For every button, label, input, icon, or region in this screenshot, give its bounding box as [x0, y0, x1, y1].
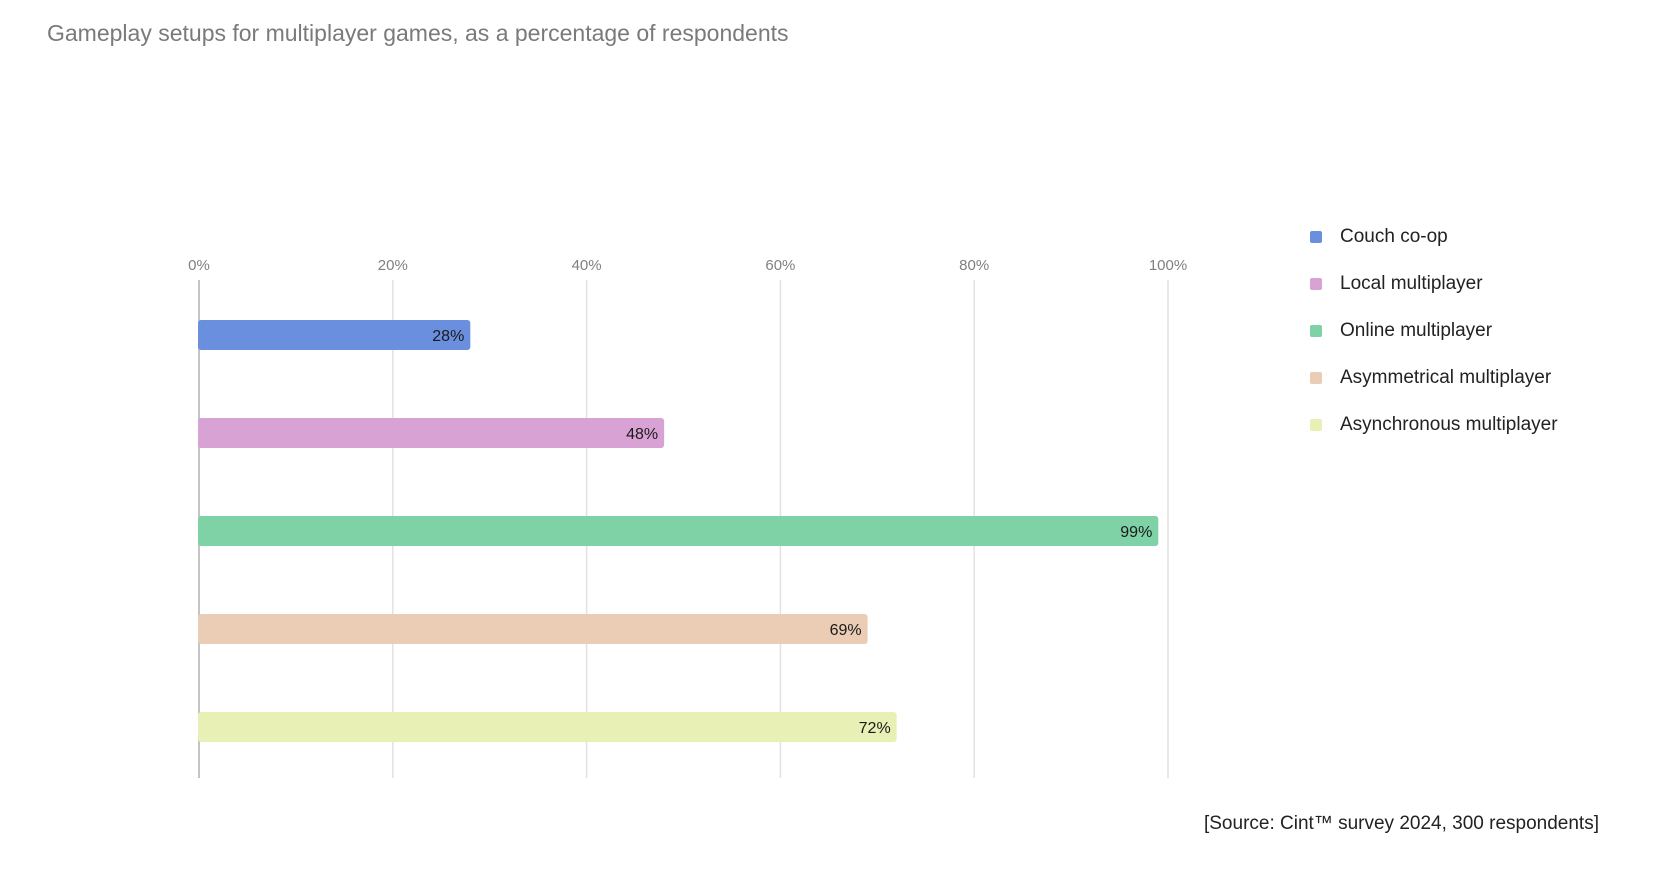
x-tick-label: 80%	[959, 257, 989, 274]
legend-item: Online multiplayer	[1310, 311, 1558, 358]
source-note: [Source: Cint™ survey 2024, 300 responde…	[1203, 813, 1599, 834]
x-tick-label: 100%	[1149, 257, 1187, 274]
legend-label: Online multiplayer	[1340, 319, 1493, 341]
legend: Couch co-op Local multiplayer Online multi…	[1310, 217, 1558, 452]
legend-swatch	[1310, 324, 1322, 337]
bar-asynchronous-multiplayer	[198, 712, 897, 742]
bar-value-label: 99%	[1120, 524, 1152, 541]
legend-swatch	[1310, 418, 1322, 431]
bar-online-multiplayer	[198, 516, 1159, 546]
bar-couch-co-op	[198, 320, 471, 350]
x-tick-label: 20%	[378, 257, 408, 274]
legend-label: Couch co-op	[1340, 225, 1448, 247]
legend-label: Asymmetrical multiplayer	[1340, 366, 1552, 388]
legend-item: Couch co-op	[1310, 217, 1558, 264]
bar-value-label: 28%	[432, 328, 464, 345]
bars	[198, 320, 1159, 742]
bar-value-label: 69%	[830, 622, 862, 639]
bar-local-multiplayer	[198, 418, 665, 448]
x-axis-ticks: 0% 20% 40% 60% 80% 100%	[188, 257, 1187, 274]
legend-item: Local multiplayer	[1310, 264, 1558, 311]
legend-label: Asynchronous multiplayer	[1340, 413, 1558, 435]
bar-value-label: 72%	[859, 720, 891, 737]
chart-title: Gameplay setups for multiplayer games, a…	[47, 20, 789, 46]
legend-item: Asynchronous multiplayer	[1310, 405, 1558, 452]
legend-item: Asymmetrical multiplayer	[1310, 358, 1558, 405]
legend-swatch	[1310, 277, 1322, 290]
legend-swatch	[1310, 230, 1322, 243]
data-labels: 28% 48% 99% 69% 72%	[432, 328, 1152, 737]
x-tick-label: 40%	[572, 257, 602, 274]
bar-asymmetrical-multiplayer	[198, 614, 868, 644]
bar-value-label: 48%	[626, 426, 658, 443]
x-tick-label: 0%	[188, 257, 210, 274]
x-tick-label: 60%	[765, 257, 795, 274]
legend-swatch	[1310, 371, 1322, 384]
legend-label: Local multiplayer	[1340, 272, 1483, 294]
